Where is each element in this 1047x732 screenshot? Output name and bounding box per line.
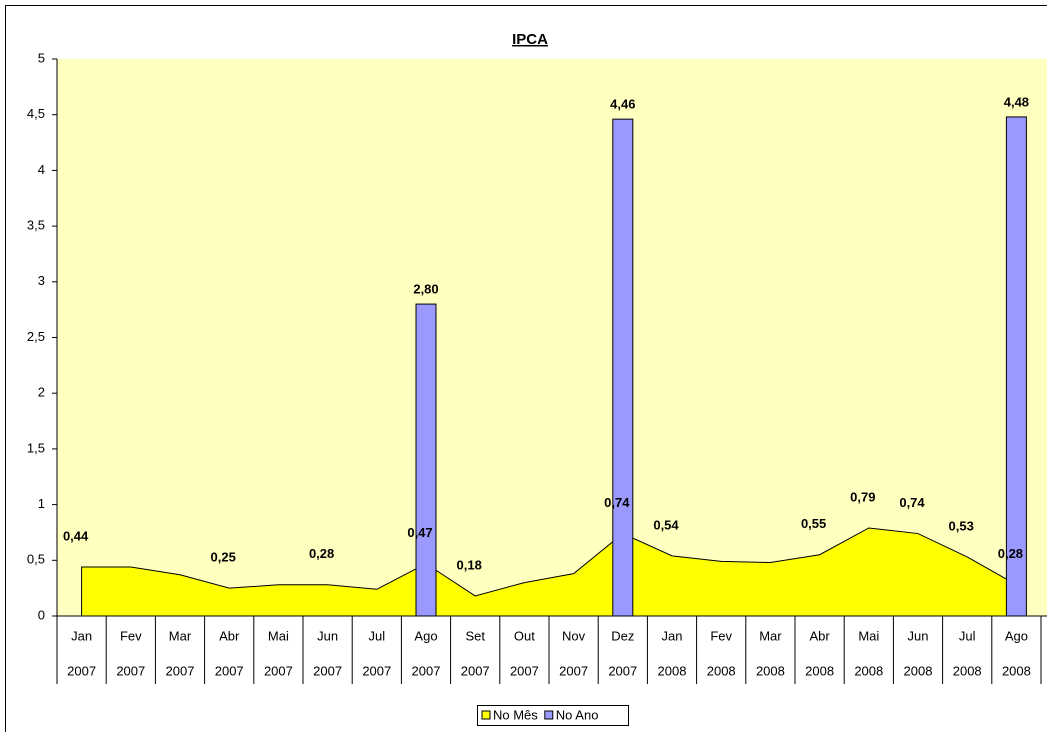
data-label: 2,80 — [413, 282, 438, 297]
data-label: 0,28 — [998, 546, 1023, 561]
x-group-label: 2007 — [313, 663, 342, 678]
x-tick-label: Nov — [562, 628, 586, 643]
x-tick-label: Jul — [959, 628, 976, 643]
data-label: 0,74 — [899, 495, 925, 510]
y-tick-label: 0,5 — [27, 552, 45, 567]
data-label: 0,79 — [850, 489, 875, 504]
data-label: 0,54 — [653, 517, 679, 532]
x-tick-label: Mai — [858, 628, 879, 643]
x-group-label: 2007 — [412, 663, 441, 678]
legend-label: No Ano — [556, 707, 599, 722]
data-label: 0,18 — [457, 557, 482, 572]
data-label: 0,25 — [211, 550, 236, 565]
x-group-label: 2008 — [1002, 663, 1031, 678]
x-group-label: 2008 — [904, 663, 933, 678]
bar — [612, 118, 634, 617]
x-group-label: 2008 — [953, 663, 982, 678]
x-tick-label: Abr — [219, 628, 240, 643]
x-tick-label: Dez — [611, 628, 634, 643]
chart-title: IPCA — [512, 31, 548, 48]
x-tick-label: Set — [465, 628, 485, 643]
legend-swatch — [481, 710, 491, 720]
x-group-label: 2007 — [362, 663, 391, 678]
x-tick-label: Jan — [662, 628, 683, 643]
x-group-label: 2007 — [461, 663, 490, 678]
y-tick-label: 2,5 — [27, 329, 45, 344]
data-label: 0,53 — [949, 518, 974, 533]
y-tick-label: 4 — [38, 162, 45, 177]
x-tick-label: Mai — [268, 628, 289, 643]
y-tick-label: 2 — [38, 385, 45, 400]
x-tick-label: Jul — [368, 628, 385, 643]
x-tick-label: Ago — [1005, 628, 1028, 643]
x-tick-label: Ago — [414, 628, 437, 643]
x-tick-label: Out — [514, 628, 535, 643]
area — [81, 527, 1017, 617]
x-group-label: 2008 — [707, 663, 736, 678]
x-tick-label: Fev — [710, 628, 732, 643]
x-tick-label: Jun — [908, 628, 929, 643]
data-label: 0,47 — [407, 525, 432, 540]
y-tick-label: 1,5 — [27, 440, 45, 455]
data-label: 0,44 — [63, 528, 89, 543]
x-group-label: 2007 — [215, 663, 244, 678]
y-tick-label: 3,5 — [27, 218, 45, 233]
legend-label: No Mês — [493, 707, 538, 722]
legend-swatch — [544, 710, 554, 720]
bar — [1005, 116, 1027, 617]
x-group-label: 2007 — [116, 663, 145, 678]
y-tick-label: 3 — [38, 273, 45, 288]
x-group-label: 2007 — [67, 663, 96, 678]
x-group-label: 2007 — [264, 663, 293, 678]
x-group-label: 2007 — [166, 663, 195, 678]
y-tick-label: 4,5 — [27, 106, 45, 121]
y-tick-label: 5 — [38, 50, 45, 65]
data-label: 0,28 — [309, 546, 334, 561]
x-group-label: 2008 — [805, 663, 834, 678]
data-label: 4,46 — [610, 97, 635, 112]
plot-area — [57, 59, 1047, 616]
x-group-label: 2008 — [658, 663, 687, 678]
bar — [415, 303, 437, 617]
y-tick-label: 0 — [38, 607, 45, 622]
data-label: 0,74 — [604, 495, 630, 510]
data-label: 0,55 — [801, 516, 826, 531]
x-group-label: 2007 — [559, 663, 588, 678]
y-tick-label: 1 — [38, 496, 45, 511]
x-tick-label: Mar — [169, 628, 192, 643]
x-tick-label: Jun — [317, 628, 338, 643]
x-group-label: 2007 — [510, 663, 539, 678]
x-tick-label: Abr — [809, 628, 830, 643]
x-group-label: 2008 — [756, 663, 785, 678]
x-tick-label: Mar — [759, 628, 782, 643]
data-label: 4,48 — [1004, 94, 1029, 109]
x-group-label: 2007 — [608, 663, 637, 678]
x-tick-label: Jan — [71, 628, 92, 643]
x-group-label: 2008 — [854, 663, 883, 678]
x-tick-label: Fev — [120, 628, 142, 643]
